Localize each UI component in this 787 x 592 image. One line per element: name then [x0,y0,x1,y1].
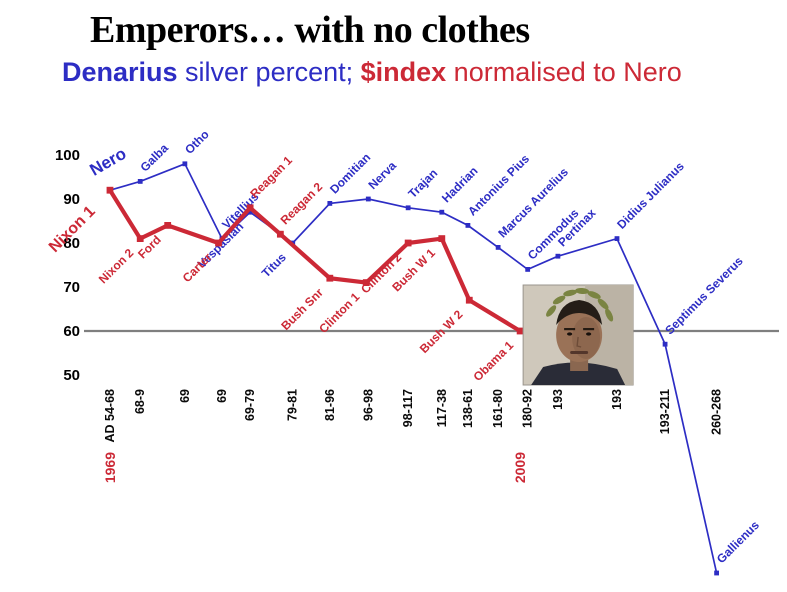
x-axis-label-117-38: 117-38 [435,389,449,427]
x-axis-label-ad-54-68: AD 54-68 [103,389,117,443]
point-label-otho: Otho [182,127,212,157]
data-point-reagan-1 [246,204,254,212]
x-axis-label-161-80: 161-80 [491,389,505,428]
data-point-nixon-2 [136,235,144,242]
face [556,308,603,362]
x-axis-label-180-92: 180-92 [521,389,535,428]
left-brow [564,328,576,331]
data-point-clinton-1 [362,279,370,286]
laurel-leaf-5 [597,298,609,310]
point-label-obama-1: Obama 1 [470,338,516,384]
laurel-leaf-1 [552,295,566,305]
nose [576,336,582,348]
right-eye [586,332,592,336]
data-point-trajan [405,205,411,211]
x-axis-label-68-9: 68-9 [133,389,147,414]
data-point-nixon-1 [106,186,114,194]
x-axis-label-96-98: 96-98 [361,389,375,421]
data-point-galba [137,179,143,184]
data-point-carter [215,239,222,247]
x-axis-label-98-117: 98-117 [401,389,415,427]
data-point-vespasian [247,209,253,215]
hair [556,300,603,325]
right-brow [583,328,595,331]
point-label-galba: Galba [137,141,171,175]
point-label-titus: Titus [259,250,289,280]
point-label-didius-julianus: Didius Julianus [614,159,687,232]
subtitle-normalised: normalised to Nero [446,57,682,87]
data-point-antonius-pius [465,223,471,228]
data-point-marcus-aurelius [495,245,501,250]
y-tick-100: 100 [55,147,80,164]
y-tick-90: 90 [63,191,80,208]
mouth [570,351,589,354]
data-point-gallienus [714,570,720,576]
laurel-leaf-2 [563,289,577,297]
subtitle-dollar-index: $index [360,57,447,87]
data-point-reagan-2 [276,230,284,238]
point-label-septimus-severus: Septimus Severus [662,254,746,338]
x-axis-label-69: 69 [178,389,192,403]
year-label-2009: 2009 [512,452,528,483]
point-label-trajan: Trajan [405,166,440,201]
data-point-domitian [327,201,333,206]
point-label-reagan-1: Reagan 1 [247,153,295,201]
x-axis-label-138-61: 138-61 [461,389,475,428]
y-tick-50: 50 [63,367,80,384]
laurel-leaf-3 [575,287,590,295]
y-tick-70: 70 [63,279,80,296]
point-label-domitian: Domitian [327,150,373,196]
data-point-hadrian [439,209,445,215]
x-axis-label-79-81: 79-81 [286,389,300,421]
obama-photo [522,284,634,386]
point-label-carter: Carter [180,250,215,285]
laurel-leaf-4 [587,291,601,299]
data-point-pertinax [555,253,561,259]
subtitle-denarius: Denarius [62,57,178,87]
y-tick-60: 60 [63,323,80,340]
x-axis-label-260-268: 260-268 [710,389,724,435]
y-tick-80: 80 [63,235,80,252]
point-label-nixon-2: Nixon 2 [96,246,137,287]
data-point-bush-w-1 [438,235,446,242]
year-label-1969: 1969 [102,452,118,483]
data-point-commodus [525,267,531,272]
data-point-clinton-2 [404,239,412,247]
data-point-septimus-severus [662,341,668,347]
point-label-reagan-2: Reagan 2 [278,179,326,227]
x-axis-label-193: 193 [551,389,565,410]
page-title: Emperors… with no clothes [90,9,530,51]
x-axis-label-193-211: 193-211 [658,389,672,434]
data-point-obama-1 [516,327,524,335]
laurel-leaf-0 [546,305,557,317]
data-point-didius-julianus [614,236,620,241]
point-label-nero: Nero [86,144,129,180]
point-label-gallienus: Gallienus [714,518,762,566]
data-point-otho [182,161,188,167]
suit [531,362,626,385]
data-point-bush-w-2 [465,296,473,304]
series-line-dollar-index [108,189,522,333]
chart-subtitle: Denarius silver percent; $index normalis… [62,57,682,87]
data-point-ford [164,222,172,229]
x-axis-label-69: 69 [215,389,229,403]
x-axis-label-81-96: 81-96 [323,389,337,421]
x-axis-label-193: 193 [610,389,624,410]
face-shade [572,317,601,359]
laurel-leaf-6 [605,308,614,322]
subtitle-silver-percent: silver percent; [177,57,361,87]
data-point-nerva [365,196,371,202]
point-label-nerva: Nerva [366,158,400,192]
left-eye [567,332,573,336]
x-axis-label-69-79: 69-79 [243,389,257,421]
data-point-bush-snr [326,274,334,282]
